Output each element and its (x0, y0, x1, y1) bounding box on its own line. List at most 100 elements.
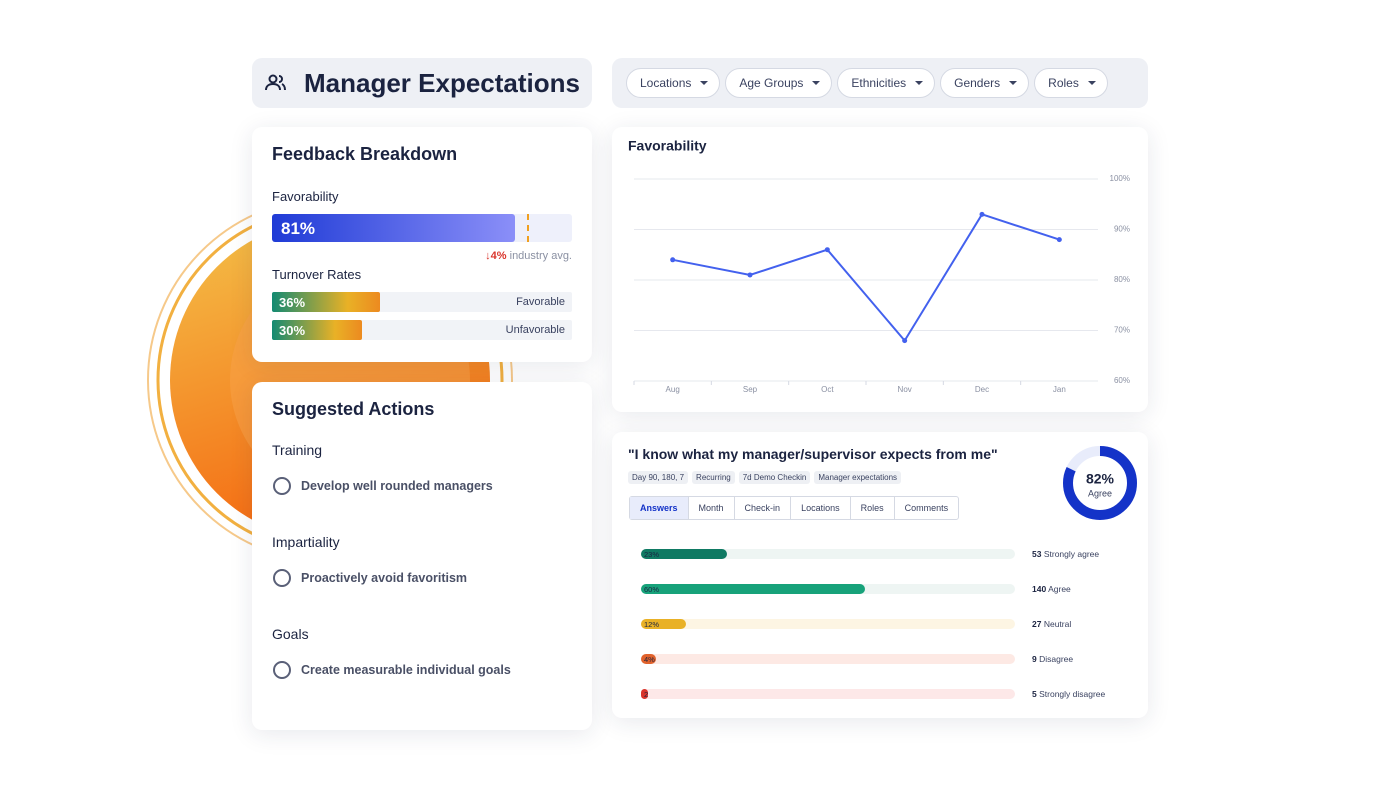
feedback-card: Feedback Breakdown Favorability 81% ↓4% … (252, 127, 592, 362)
filter-dropdown[interactable]: Age Groups (725, 68, 833, 98)
answer-count: 5 (1032, 689, 1037, 699)
delta-text: industry avg. (509, 250, 572, 262)
bar-label: 12% (644, 620, 660, 629)
chart-card: Favorability 60% 70% 80% 90% 100% Aug Sep Oct No… (612, 127, 1148, 412)
answer-legend: 5 Strongly disagree (1032, 689, 1105, 699)
people-icon (265, 74, 286, 91)
tab[interactable]: Month (689, 497, 735, 519)
filter-dropdown[interactable]: Ethnicities (837, 68, 936, 98)
card-title: Suggested Actions (272, 399, 435, 419)
point (902, 338, 908, 344)
bar-label: 30% (279, 323, 306, 338)
filter-dropdown[interactable]: Locations (626, 68, 721, 98)
answer-bar (641, 549, 728, 559)
x-tick-label: Aug (666, 385, 680, 394)
y-tick-label: 100% (1110, 174, 1130, 183)
answer-legend: 140 Agree (1032, 584, 1071, 594)
answer-legend: 9 Disagree (1032, 654, 1073, 664)
answer-name: Disagree (1039, 654, 1074, 664)
answer-count: 9 (1032, 654, 1037, 664)
action-heading: Training (272, 442, 323, 458)
chart: Favorability 60% 70% 80% 90% 100% Aug Sep Oct No… (628, 138, 1130, 394)
action-heading: Impartiality (272, 534, 340, 550)
answer-count: 140 (1032, 584, 1047, 594)
y-tick-label: 60% (1114, 376, 1130, 385)
turnover-bar (272, 320, 362, 340)
action-text: Proactively avoid favoritism (301, 571, 468, 585)
tag: Manager expectations (814, 471, 902, 484)
answer-name: Neutral (1043, 619, 1072, 629)
agree-donut: 82% Agree (1063, 446, 1137, 520)
question-title: "I know what my manager/supervisor expec… (628, 446, 998, 462)
action-item[interactable]: Develop well rounded managers (273, 477, 493, 495)
tags: Day 90, 180, 7 Recurring 7d Demo Checkin Ma… (628, 467, 905, 485)
y-tick-label: 90% (1114, 225, 1130, 234)
bar-name: Unfavorable (505, 324, 565, 336)
bar-track: 12% (641, 619, 1015, 629)
filter-bar: Locations Age Groups Ethnicities Genders Rol… (612, 58, 1148, 108)
tab[interactable]: Locations (791, 497, 851, 519)
bar-track: 30% Unfavorable (272, 320, 572, 340)
line (672, 213, 1060, 343)
tab[interactable]: Roles (851, 497, 895, 519)
point (979, 211, 985, 217)
action-item[interactable]: Proactively avoid favoritism (273, 569, 467, 587)
bar-track: 60% (641, 584, 1015, 594)
action-item[interactable]: Create measurable individual goals (273, 661, 511, 679)
answer-legend: 53 Strongly agree (1032, 549, 1099, 559)
answer-bar (641, 689, 649, 699)
bar-track: 4% (641, 654, 1015, 664)
filter-dropdown[interactable]: Roles (1034, 68, 1108, 98)
x-tick-label: Nov (898, 385, 912, 394)
y-tick-label: 70% (1114, 326, 1130, 335)
tag: Day 90, 180, 7 (628, 471, 689, 484)
tag: 7d Demo Checkin (738, 471, 811, 484)
answer-name: Agree (1048, 584, 1071, 594)
point (824, 247, 830, 253)
x-tick-label: Sep (743, 385, 758, 394)
answer-bar (641, 654, 656, 664)
answer-name: Strongly disagree (1039, 689, 1106, 699)
card-title: Feedback Breakdown (272, 144, 458, 164)
point (670, 257, 676, 263)
chart-title: Favorability (628, 138, 707, 154)
bar-track: 81% (272, 214, 572, 242)
bar-name: Favorable (516, 296, 565, 308)
answer-bar (641, 619, 686, 629)
donut-text: Agree (1088, 488, 1112, 498)
bar-label: 60% (644, 585, 660, 594)
answer-legend: 27 Neutral (1032, 619, 1071, 629)
tab[interactable]: Check-in (735, 497, 792, 519)
tab[interactable]: Answers (630, 497, 689, 519)
answer-count: 53 (1032, 549, 1042, 559)
bar-label: 4% (644, 655, 655, 664)
point (747, 272, 753, 278)
y-tick-label: 80% (1114, 275, 1130, 284)
bar-label: 36% (279, 295, 306, 310)
delta: 4% (490, 250, 507, 262)
actions-card: Suggested Actions Training Develop well r… (252, 382, 592, 730)
question-card: "I know what my manager/supervisor expec… (612, 432, 1148, 718)
industry-marker (527, 214, 529, 242)
tabs: Answers Month Check-in Locations Roles Commen… (629, 496, 960, 520)
radio (273, 661, 291, 679)
x-tick-label: Oct (821, 385, 834, 394)
turnover-bar (272, 292, 380, 312)
action-heading: Goals (272, 626, 309, 642)
answer-count: 27 (1032, 619, 1042, 629)
page-title: Manager Expectations (304, 68, 580, 98)
filter-dropdown[interactable]: Genders (940, 68, 1030, 98)
header: Manager Expectations (252, 58, 592, 108)
bar-track: 23% (641, 549, 1015, 559)
action-text: Develop well rounded managers (301, 479, 493, 493)
filters: Locations Age Groups Ethnicities Genders Rol… (626, 68, 1113, 98)
section-label: Favorability (272, 189, 339, 204)
action-text: Create measurable individual goals (301, 663, 511, 677)
donut-value: 82% (1086, 471, 1115, 487)
bar-label: 2 (644, 690, 649, 699)
point (1056, 237, 1062, 243)
tab[interactable]: Comments (904, 503, 949, 513)
bar-track: 36% Favorable (272, 292, 572, 312)
x-tick-label: Jan (1053, 385, 1066, 394)
